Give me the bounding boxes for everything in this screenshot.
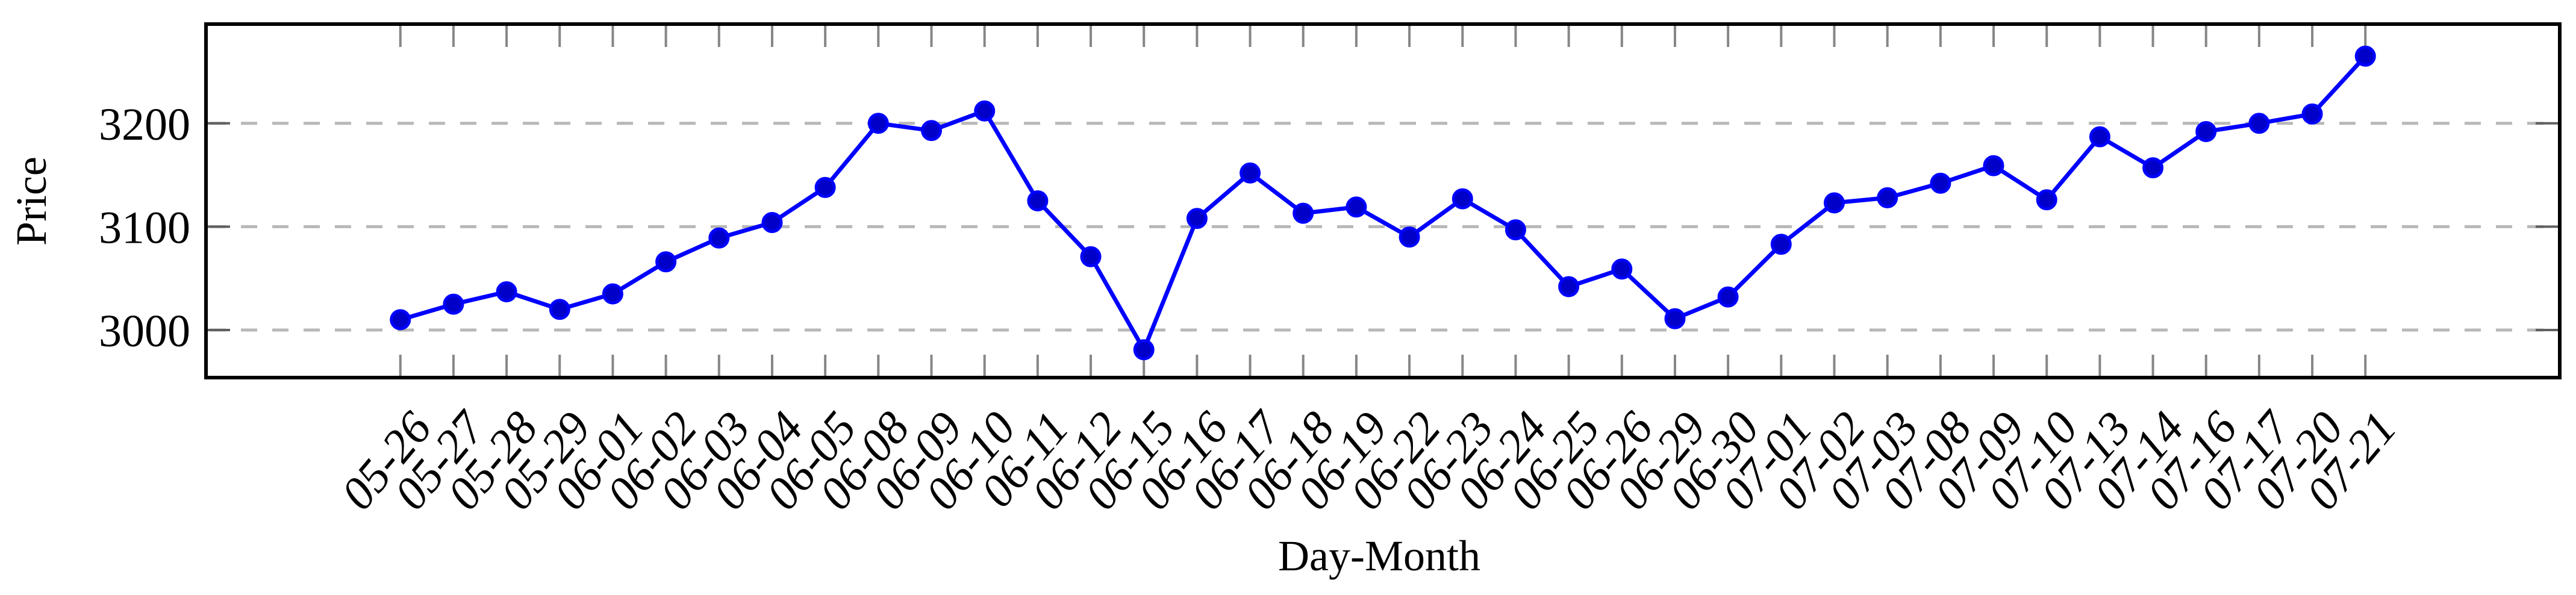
data-point-06-23 [1452, 188, 1473, 210]
data-point-06-25 [1558, 276, 1580, 298]
data-point-06-18 [1293, 202, 1314, 224]
data-point-07-03 [1877, 187, 1898, 208]
data-point-06-08 [867, 113, 889, 134]
data-point-06-09 [921, 120, 942, 142]
data-point-07-02 [1824, 192, 1845, 214]
data-point-06-01 [602, 283, 623, 305]
data-point-05-29 [549, 299, 570, 320]
data-point-06-10 [974, 100, 996, 122]
y-tick-label: 3200 [99, 99, 190, 150]
data-point-07-01 [1770, 234, 1792, 255]
data-point-06-17 [1240, 162, 1261, 184]
data-point-06-02 [655, 251, 677, 273]
data-point-05-28 [496, 281, 517, 302]
data-point-06-04 [761, 212, 783, 233]
price-series-line [398, 54, 2368, 352]
plot-border [204, 22, 2562, 379]
tick-labels-layer: 30003100320005-2605-2705-2805-2906-0106-… [99, 99, 2406, 520]
data-point-06-24 [1505, 219, 1526, 241]
ticks-layer [206, 26, 2560, 376]
data-point-07-17 [2248, 113, 2270, 134]
data-point-06-15 [1133, 339, 1155, 361]
data-point-06-03 [708, 227, 730, 249]
gridlines-layer [210, 122, 2556, 332]
data-point-06-26 [1611, 258, 1633, 280]
data-point-07-10 [2036, 189, 2057, 211]
x-axis-label: Day-Month [1278, 532, 1480, 580]
data-point-07-20 [2301, 103, 2323, 125]
data-point-06-19 [1346, 196, 1367, 218]
data-point-06-05 [814, 176, 836, 198]
y-tick-label: 3000 [99, 306, 190, 357]
data-point-07-13 [2089, 126, 2110, 148]
data-point-06-12 [1080, 246, 1102, 267]
data-point-05-26 [390, 309, 411, 331]
data-point-07-14 [2142, 157, 2164, 179]
data-point-07-21 [2354, 45, 2376, 67]
data-point-06-16 [1186, 208, 1208, 229]
data-point-07-08 [1930, 172, 1951, 194]
data-point-06-30 [1717, 286, 1739, 308]
price-series-layer [390, 45, 2376, 361]
data-point-06-22 [1399, 226, 1420, 248]
data-point-05-27 [443, 293, 464, 315]
data-point-07-09 [1983, 155, 2004, 176]
data-point-06-11 [1027, 190, 1049, 211]
data-point-06-29 [1664, 308, 1686, 329]
data-point-07-16 [2195, 121, 2217, 142]
y-tick-label: 3100 [99, 202, 190, 253]
y-axis-label: Price [7, 157, 55, 246]
